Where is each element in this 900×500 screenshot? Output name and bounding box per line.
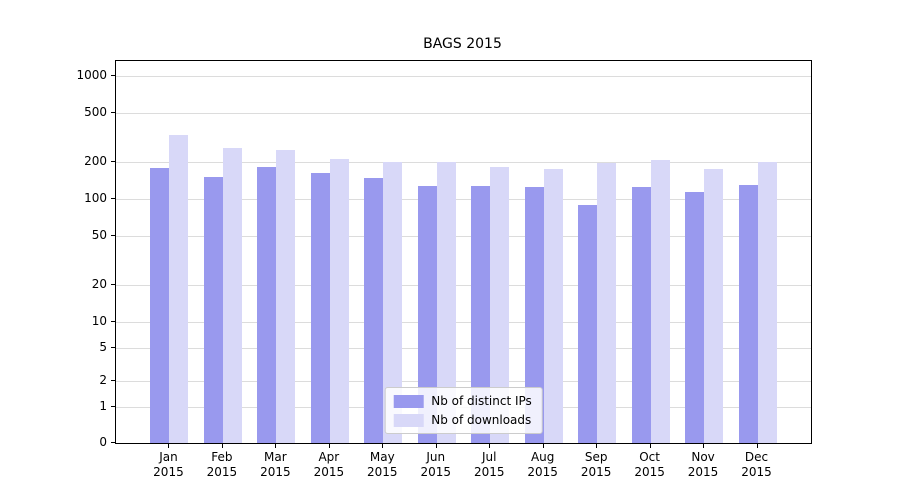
x-tick-label-dec: Dec 2015 bbox=[741, 450, 772, 479]
y-tick-mark bbox=[111, 442, 115, 443]
y-tick-label-5: 5 bbox=[99, 339, 107, 354]
y-tick-mark bbox=[111, 380, 115, 382]
bar-nov-distinct-ips bbox=[685, 192, 705, 443]
y-tick-label-20: 20 bbox=[91, 276, 107, 291]
x-tick-mark bbox=[275, 444, 277, 448]
bar-mar-downloads bbox=[276, 150, 296, 443]
bar-dec-downloads bbox=[757, 162, 777, 443]
x-tick-mark bbox=[168, 444, 170, 448]
bar-jun-downloads bbox=[436, 162, 456, 443]
bar-oct-distinct-ips bbox=[631, 187, 651, 443]
y-tick-mark bbox=[111, 160, 115, 162]
x-tick-label-jan: Jan 2015 bbox=[153, 450, 184, 479]
x-tick-label-aug: Aug 2015 bbox=[527, 450, 558, 479]
bar-jun-distinct-ips bbox=[417, 185, 437, 443]
bar-mar-distinct-ips bbox=[257, 166, 277, 443]
y-tick-label-1000: 1000 bbox=[76, 68, 107, 82]
gridline-2 bbox=[116, 381, 811, 383]
gridline-1000 bbox=[116, 76, 811, 77]
legend-swatch-downloads bbox=[393, 413, 424, 427]
legend-swatch-distinct-ips bbox=[393, 394, 424, 408]
bar-jul-distinct-ips bbox=[471, 185, 491, 443]
legend-label-downloads: Nb of downloads bbox=[431, 413, 532, 427]
x-tick-label-feb: Feb 2015 bbox=[206, 450, 238, 479]
chart-title: BAGS 2015 bbox=[423, 36, 502, 52]
y-tick-mark bbox=[111, 283, 115, 285]
bar-apr-downloads bbox=[329, 158, 349, 443]
gridline-5 bbox=[116, 347, 811, 349]
bar-feb-distinct-ips bbox=[203, 176, 223, 443]
y-tick-mark bbox=[111, 75, 115, 76]
bar-dec-distinct-ips bbox=[738, 184, 758, 443]
y-tick-label-100: 100 bbox=[84, 191, 107, 205]
bar-may-distinct-ips bbox=[364, 178, 384, 443]
bar-sep-downloads bbox=[597, 163, 617, 443]
legend-label-distinct-ips: Nb of distinct IPs bbox=[431, 394, 532, 408]
y-tick-mark bbox=[111, 198, 115, 199]
x-tick-mark bbox=[382, 444, 384, 448]
y-tick-label-500: 500 bbox=[84, 105, 107, 120]
bar-aug-distinct-ips bbox=[524, 186, 544, 443]
x-tick-mark bbox=[649, 444, 651, 448]
gridline-20 bbox=[116, 284, 811, 286]
legend: Nb of distinct IPs Nb of downloads bbox=[384, 387, 543, 434]
y-tick-label-1: 1 bbox=[99, 399, 107, 413]
bar-jul-downloads bbox=[490, 166, 510, 443]
gridline-200 bbox=[116, 161, 811, 163]
bar-jan-distinct-ips bbox=[150, 167, 170, 443]
gridline-500 bbox=[116, 113, 811, 115]
y-tick-label-200: 200 bbox=[84, 153, 107, 168]
x-tick-mark bbox=[435, 444, 437, 448]
y-tick-mark bbox=[111, 235, 115, 237]
y-tick-label-0: 0 bbox=[99, 435, 107, 449]
y-tick-label-50: 50 bbox=[91, 228, 107, 243]
x-tick-mark bbox=[756, 444, 758, 448]
x-tick-mark bbox=[542, 444, 544, 448]
gridline-50 bbox=[116, 236, 811, 238]
bar-oct-downloads bbox=[650, 160, 670, 443]
x-tick-label-sep: Sep 2015 bbox=[580, 450, 612, 479]
legend-item-downloads: Nb of downloads bbox=[393, 413, 532, 427]
bar-sep-distinct-ips bbox=[578, 204, 598, 443]
legend-item-distinct-ips: Nb of distinct IPs bbox=[393, 394, 532, 408]
x-tick-label-apr: Apr 2015 bbox=[313, 450, 345, 479]
x-tick-mark bbox=[489, 444, 491, 448]
x-tick-mark bbox=[703, 444, 705, 448]
x-tick-mark bbox=[328, 444, 330, 448]
x-tick-label-mar: Mar 2015 bbox=[260, 450, 291, 479]
x-tick-label-nov: Nov 2015 bbox=[687, 450, 719, 479]
x-tick-label-jul: Jul 2015 bbox=[473, 450, 505, 479]
y-tick-mark bbox=[111, 346, 115, 348]
x-tick-label-jun: Jun 2015 bbox=[420, 450, 452, 479]
bar-nov-downloads bbox=[704, 168, 724, 443]
gridline-100 bbox=[116, 199, 811, 200]
x-tick-mark bbox=[596, 444, 598, 448]
y-tick-label-10: 10 bbox=[91, 314, 107, 328]
y-tick-mark bbox=[111, 321, 115, 322]
bar-aug-downloads bbox=[543, 168, 563, 443]
y-tick-label-2: 2 bbox=[99, 373, 107, 388]
bar-jan-downloads bbox=[169, 135, 189, 443]
bar-feb-downloads bbox=[222, 148, 242, 443]
y-tick-mark bbox=[111, 406, 115, 407]
bar-apr-distinct-ips bbox=[310, 173, 330, 443]
x-tick-label-may: May 2015 bbox=[367, 450, 398, 479]
x-tick-label-oct: Oct 2015 bbox=[634, 450, 665, 479]
bar-may-downloads bbox=[383, 161, 403, 443]
x-tick-mark bbox=[221, 444, 223, 448]
plot-area: Nb of distinct IPs Nb of downloads bbox=[115, 60, 812, 444]
gridline-10 bbox=[116, 322, 811, 323]
y-tick-mark bbox=[111, 112, 115, 114]
